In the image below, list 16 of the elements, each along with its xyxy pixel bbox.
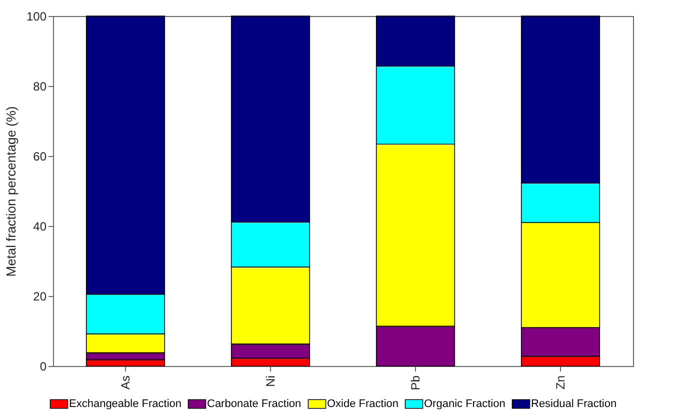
y-tick-label: 80 <box>33 80 47 94</box>
legend-label: Exchangeable Fraction <box>69 398 182 410</box>
x-tick-label: As <box>118 376 132 390</box>
y-tick-label: 60 <box>33 150 47 164</box>
legend-label: Carbonate Fraction <box>207 398 302 410</box>
y-tick-label: 100 <box>26 10 47 24</box>
y-tick-label: 20 <box>33 290 47 304</box>
y-axis-title: Metal fraction percentage (%) <box>3 106 18 277</box>
legend-label: Residual Fraction <box>531 398 617 410</box>
x-tick-label: Ni <box>264 376 278 387</box>
y-tick-label: 40 <box>33 220 47 234</box>
legend-label: Organic Fraction <box>424 398 506 410</box>
legend-label: Oxide Fraction <box>327 398 399 410</box>
x-tick-label: Pb <box>408 375 422 390</box>
y-tick-label: 0 <box>40 360 47 374</box>
x-tick-label: Zn <box>554 376 568 390</box>
